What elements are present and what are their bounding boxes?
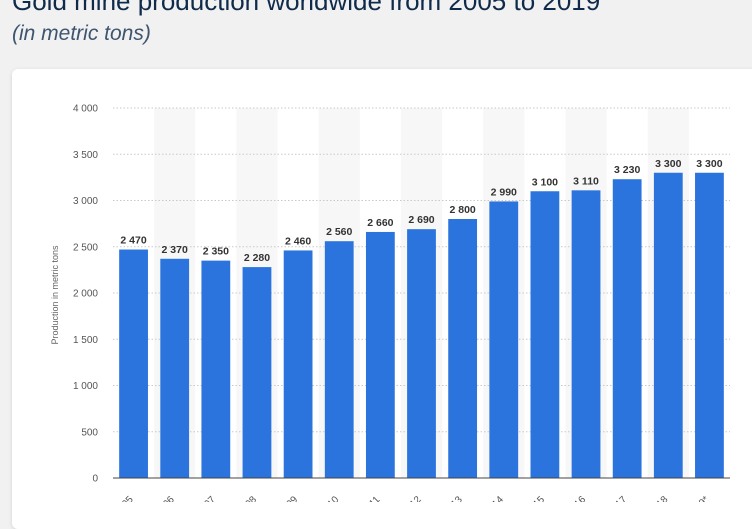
x-tick-label: 09: [285, 494, 301, 502]
x-tick-label: 07: [202, 494, 218, 502]
y-tick-label: 1 000: [73, 381, 98, 392]
data-label: 3 300: [655, 158, 681, 170]
bar: [242, 267, 272, 478]
data-label: 3 300: [696, 158, 722, 170]
y-axis-ticks: 0 500 1 000 1 500 2 000 2 500 3 000 3 500 4 000: [73, 104, 98, 485]
bar: [407, 229, 436, 478]
bar: [571, 190, 601, 478]
x-tick-label: 17: [614, 494, 630, 502]
data-label: 2 280: [244, 252, 270, 264]
data-label: 2 660: [367, 217, 393, 229]
bar: [365, 231, 395, 478]
bar: [489, 201, 519, 479]
y-tick-label: 0: [92, 474, 98, 485]
bar: [201, 260, 231, 478]
data-label: 2 470: [120, 235, 146, 247]
x-tick-label: 13: [449, 494, 465, 502]
data-label: 2 560: [326, 226, 352, 238]
x-tick-label: 06: [161, 494, 177, 502]
bar: [324, 241, 354, 478]
x-tick-label: 15: [531, 494, 547, 502]
data-label: 2 690: [408, 214, 434, 226]
y-tick-label: 2 500: [73, 242, 98, 253]
y-tick-label: 500: [81, 427, 98, 438]
y-tick-label: 2 000: [73, 289, 98, 300]
bar: [448, 219, 478, 478]
x-axis-ticks: 05 06 07 08 09 10 11 12 13 14 15 16 17 18 9*: [120, 494, 712, 502]
bar: [119, 249, 148, 478]
x-tick-label: 05: [120, 494, 136, 502]
bar: [695, 172, 724, 478]
y-tick-label: 3 500: [73, 150, 98, 161]
x-tick-label: 16: [573, 494, 589, 502]
data-label: 2 370: [162, 244, 188, 256]
x-tick-label: 14: [490, 494, 506, 502]
y-axis-label: Production in metric tons: [50, 245, 60, 345]
x-tick-label: 10: [326, 494, 342, 502]
data-label: 3 230: [614, 164, 640, 176]
data-label: 2 990: [491, 186, 517, 198]
value-labels: 2 470 2 370 2 350 2 280 2 460 2 560 2 660 2 690…: [120, 158, 722, 264]
x-tick-label: 9*: [697, 494, 712, 502]
data-label: 2 460: [285, 235, 311, 247]
bar: [530, 191, 560, 478]
y-tick-label: 1 500: [73, 335, 98, 346]
bar: [160, 258, 190, 478]
data-label: 2 800: [449, 204, 475, 216]
bar: [653, 172, 683, 478]
x-tick-label: 18: [655, 494, 671, 502]
bar: [283, 250, 313, 478]
data-label: 3 100: [532, 176, 558, 188]
data-label: 2 350: [203, 246, 229, 258]
x-tick-label: 12: [408, 494, 424, 502]
data-label: 3 110: [573, 175, 599, 187]
chart-title: Gold mine production worldwide from 2005…: [12, 0, 601, 16]
y-tick-label: 4 000: [73, 104, 98, 115]
x-tick-label: 08: [243, 494, 259, 502]
y-tick-label: 3 000: [73, 196, 98, 207]
chart-subtitle: (in metric tons): [12, 22, 151, 45]
x-tick-label: 11: [367, 494, 382, 502]
bars: [119, 172, 724, 479]
bar: [612, 179, 642, 478]
